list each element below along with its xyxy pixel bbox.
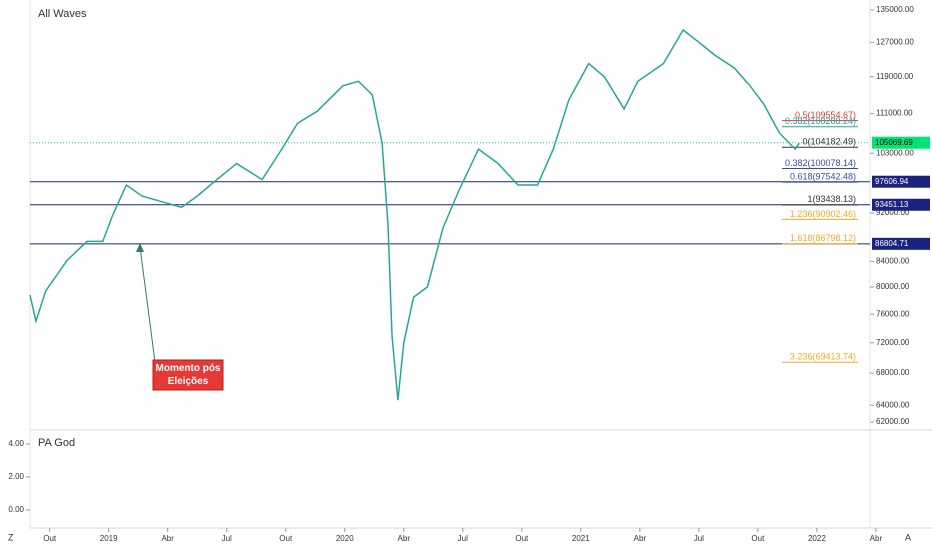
y-tick-label: 92000.00 (876, 208, 910, 217)
level-label: 97606.94 (875, 177, 909, 186)
level-label: 86804.71 (875, 239, 909, 248)
x-tick-label: 2020 (336, 534, 354, 543)
x-tick-label: Abr (870, 534, 883, 543)
x-tick-label: Jul (458, 534, 468, 543)
x-tick-label: Abr (398, 534, 411, 543)
icon-z[interactable]: Z (8, 532, 14, 542)
x-tick-label: Jul (694, 534, 704, 543)
y-tick-label: 72000.00 (876, 338, 910, 347)
x-tick-label: Abr (161, 534, 174, 543)
indicator-tick-label: 2.00 (8, 472, 24, 481)
y-tick-label: 111000.00 (876, 109, 913, 118)
fib-label: 0.618(97542.48) (790, 171, 856, 181)
x-tick-label: Out (751, 534, 765, 543)
level-tag (872, 237, 930, 250)
annotation-holder: Momento pós Eleições (155, 363, 221, 387)
annotation: Momento pós Eleições (155, 363, 221, 387)
y-tick-label: 64000.00 (876, 400, 910, 409)
level-label: 105069.69 (875, 138, 913, 147)
x-tick-label: Abr (634, 534, 647, 543)
x-tick-label: 2021 (572, 534, 590, 543)
x-tick-label: Jul (222, 534, 232, 543)
level-label: 93451.13 (875, 200, 909, 209)
fib-label: 3.236(69413.74) (790, 352, 856, 362)
y-tick-label: 80000.00 (876, 282, 910, 291)
y-tick-label: 127000.00 (876, 37, 914, 46)
fib-label: 0.382(100078.14) (785, 158, 856, 168)
x-tick-label: 2022 (808, 534, 826, 543)
x-tick-label: 2019 (100, 534, 118, 543)
indicator-title: PA God (38, 437, 75, 449)
fib-label: 1.236(90902.46) (790, 209, 856, 219)
level-tag (872, 175, 930, 188)
fib-label: 0.5(109554.67) (795, 110, 856, 120)
annotation-arrow (139, 246, 156, 363)
fib-label: 1.618(86798.12) (790, 233, 856, 243)
level-tag (872, 198, 930, 211)
x-tick-label: Out (43, 534, 57, 543)
y-tick-label: 76000.00 (876, 309, 910, 318)
indicator-tick-label: 4.00 (8, 439, 24, 448)
x-tick-label: Out (515, 534, 529, 543)
fib-label: 0(104182.49) (802, 137, 856, 147)
y-tick-label: 84000.00 (876, 256, 910, 265)
y-tick-label: 135000.00 (876, 5, 914, 14)
annotation-arrowhead (136, 243, 144, 252)
indicator-tick-label: 0.00 (8, 505, 24, 514)
y-tick-label: 103000.00 (876, 148, 914, 157)
y-tick-label: 68000.00 (876, 368, 910, 377)
icon-a[interactable]: A (905, 532, 911, 542)
chart-title: All Waves (38, 8, 87, 20)
price-line (29, 28, 800, 401)
y-tick-label: 62000.00 (876, 417, 910, 426)
fib-label: 1(93438.13) (807, 194, 856, 204)
y-tick-label: 119000.00 (876, 72, 914, 81)
fib-label: 0.382(108288.24) (785, 116, 856, 126)
level-tag (872, 136, 930, 149)
x-tick-label: Out (279, 534, 293, 543)
annotation-box (152, 359, 224, 391)
